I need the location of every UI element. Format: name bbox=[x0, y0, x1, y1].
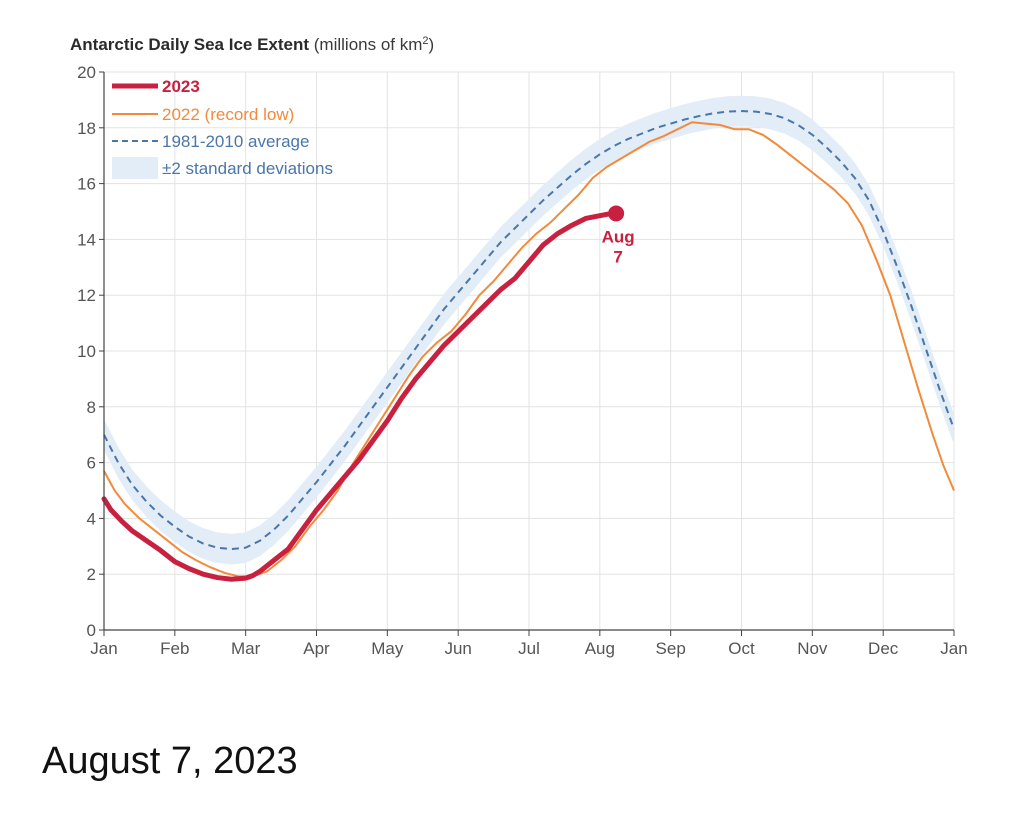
endpoint-marker bbox=[608, 205, 625, 222]
sea-ice-chart: Antarctic Daily Sea Ice Extent (millions… bbox=[70, 35, 968, 658]
x-tick-label: Aug bbox=[585, 639, 615, 658]
legend-label-2022: 2022 (record low) bbox=[162, 105, 294, 124]
y-tick-label: 2 bbox=[87, 565, 96, 584]
endpoint-label-month: Aug bbox=[602, 227, 635, 246]
y-tick-label: 8 bbox=[87, 398, 96, 417]
chart-title-unit-end: ) bbox=[429, 35, 435, 54]
x-tick-label: Oct bbox=[728, 639, 755, 658]
x-tick-label: May bbox=[371, 639, 404, 658]
y-tick-label: 4 bbox=[87, 509, 96, 528]
series-average-line bbox=[103, 110, 955, 551]
axes: 0 2 4 6 8 10 12 14 16 18 20 Jan Feb Mar Apr May Jun Jul Au… bbox=[77, 63, 968, 658]
y-tick-label: 18 bbox=[77, 119, 96, 138]
x-tick-label: Jul bbox=[518, 639, 540, 658]
x-tick-label: Jan bbox=[940, 639, 967, 658]
chart-title-main: Antarctic Daily Sea Ice Extent bbox=[70, 35, 309, 54]
x-tick-label: Sep bbox=[656, 639, 686, 658]
x-tick-label: Mar bbox=[231, 639, 261, 658]
y-tick-label: 20 bbox=[77, 63, 96, 82]
x-tick-label: Jun bbox=[444, 639, 471, 658]
x-tick-label: Feb bbox=[160, 639, 189, 658]
chart-title-unit-sup: 2 bbox=[422, 35, 428, 47]
series-lines bbox=[101, 110, 955, 582]
legend-label-average: 1981-2010 average bbox=[162, 132, 309, 151]
x-tick-label: Apr bbox=[303, 639, 330, 658]
y-tick-label: 6 bbox=[87, 454, 96, 473]
y-tick-label: 0 bbox=[87, 621, 96, 640]
chart-title-unit: (millions of km bbox=[309, 35, 422, 54]
legend: 2023 2022 (record low) 1981-2010 average ±2… bbox=[112, 77, 333, 179]
x-tick-label: Nov bbox=[797, 639, 828, 658]
legend-label-2023: 2023 bbox=[162, 77, 200, 96]
chart-title: Antarctic Daily Sea Ice Extent (millions… bbox=[70, 35, 434, 54]
caption-date: August 7, 2023 bbox=[42, 740, 298, 782]
y-tick-label: 10 bbox=[77, 342, 96, 361]
x-tick-label: Dec bbox=[868, 639, 899, 658]
legend-swatch-band bbox=[112, 157, 158, 179]
legend-label-band: ±2 standard deviations bbox=[162, 159, 333, 178]
series-2023-line bbox=[101, 210, 617, 582]
y-tick-label: 12 bbox=[77, 286, 96, 305]
y-tick-label: 16 bbox=[77, 175, 96, 194]
x-tick-label: Jan bbox=[90, 639, 117, 658]
y-tick-label: 14 bbox=[77, 230, 96, 249]
endpoint-label-day: 7 bbox=[613, 247, 622, 266]
